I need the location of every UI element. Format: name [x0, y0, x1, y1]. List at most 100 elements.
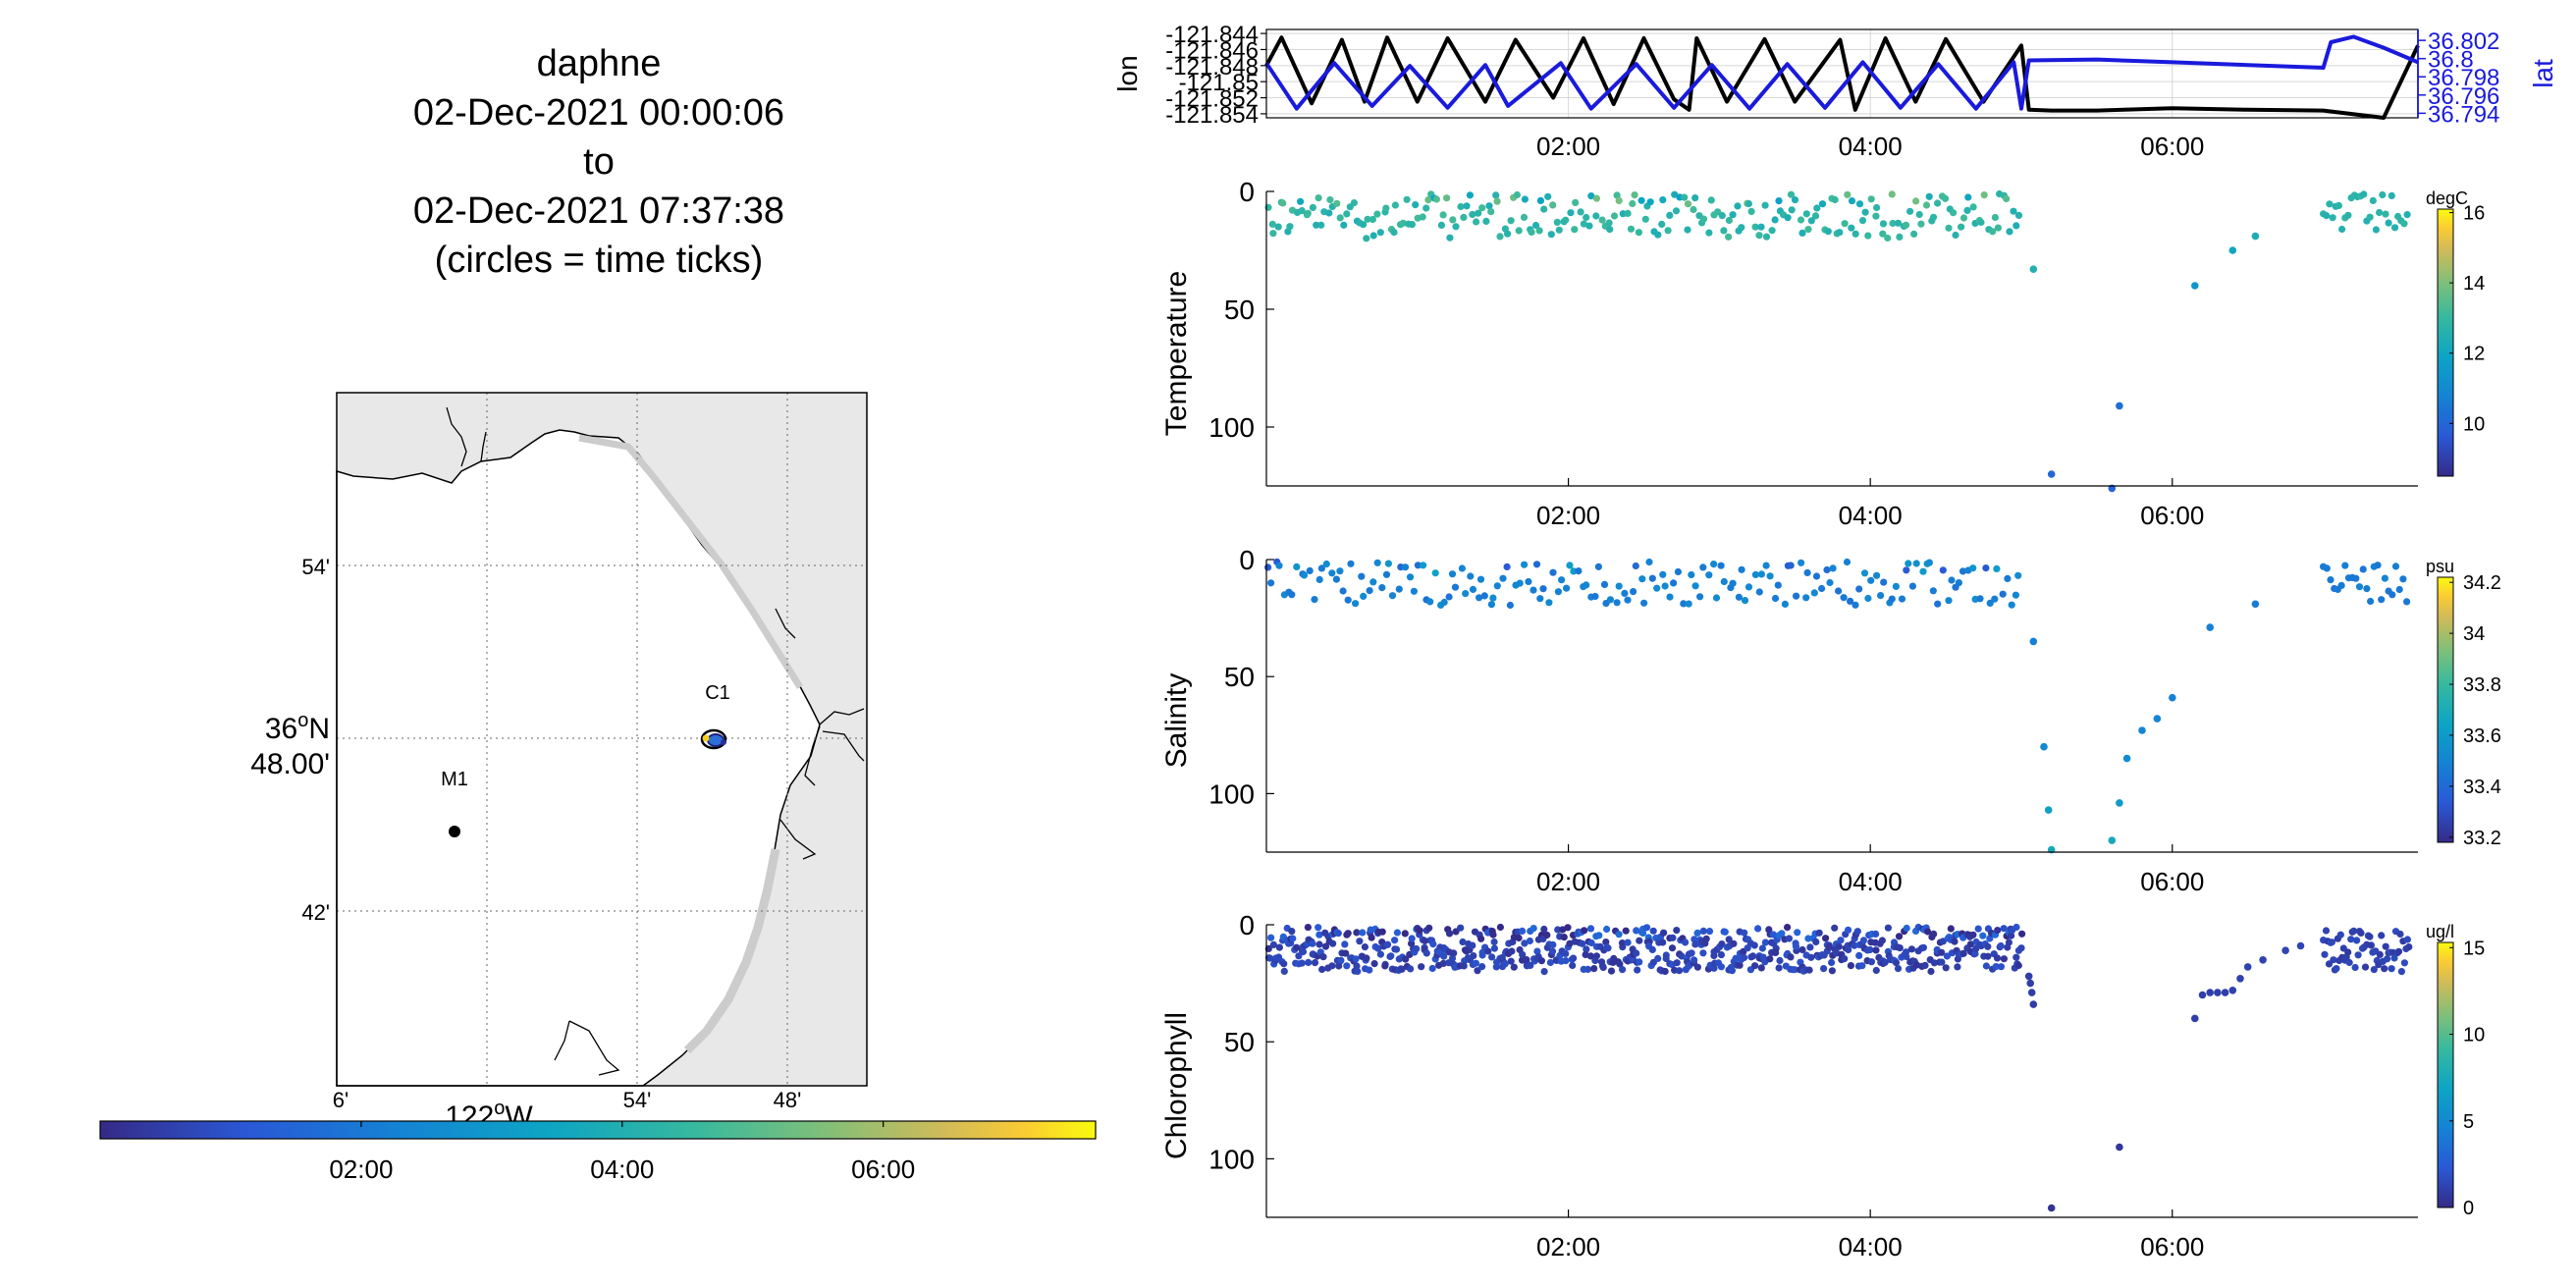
temperature-point	[1884, 234, 1892, 242]
chlorophyll-point	[1501, 960, 1509, 968]
chlorophyll-point	[1490, 938, 1498, 946]
chlorophyll-point	[1749, 952, 1757, 960]
temperature-point	[2385, 219, 2392, 227]
temperature-point	[2360, 190, 2368, 198]
salinity-point	[1712, 594, 1721, 602]
chlorophyll-point	[1907, 945, 1915, 953]
temperature-point	[1646, 198, 1654, 206]
chlorophyll-point	[1754, 925, 1762, 933]
temperature-point	[1761, 201, 1769, 209]
temperature-point	[1585, 222, 1593, 230]
chlorophyll-point	[1428, 964, 1436, 973]
temperature-point	[1848, 224, 1855, 232]
chlorophyll-point	[1776, 956, 1784, 965]
salinity-point	[1332, 575, 1340, 583]
temperature-point	[1449, 216, 1457, 224]
salinity-point	[1735, 593, 1743, 601]
chlorophyll-point	[1616, 960, 1624, 968]
salinity-point	[1445, 593, 1453, 601]
salinity-point	[1369, 578, 1377, 586]
chlorophyll-point	[1478, 951, 1486, 959]
chlorophyll-point	[1930, 959, 1938, 967]
salinity-point	[2122, 754, 2131, 763]
salinity-colorbar-tick-label: 33.8	[2463, 674, 2501, 696]
salinity-axis-label: Salinity	[1160, 673, 1193, 769]
chlorophyll-colorbar-tick-label: 0	[2463, 1198, 2474, 1219]
map-river-north	[446, 406, 487, 467]
salinity-point	[1648, 574, 1656, 582]
temperature-point	[1605, 219, 1613, 227]
track-time-tick	[721, 739, 726, 745]
chlorophyll-point	[1775, 964, 1783, 972]
salinity-point	[2044, 806, 2053, 814]
salinity-point	[1358, 572, 1366, 580]
temperature-point	[1298, 207, 1306, 215]
salinity-point	[1880, 578, 1888, 586]
salinity-point	[1729, 579, 1737, 587]
salinity-point	[1738, 565, 1745, 573]
vehicle-name: daphne	[536, 43, 662, 84]
temperature-point	[1654, 231, 1662, 239]
map-frame	[336, 392, 868, 1087]
chlorophyll-point	[1982, 962, 1990, 970]
chlorophyll-point	[2350, 927, 2358, 935]
lat-tick-label: 36.798	[2428, 65, 2499, 91]
salinity-point	[1516, 579, 1524, 587]
chlorophyll-point	[1966, 940, 1974, 948]
salinity-point	[1999, 590, 2007, 598]
chlorophyll-point	[1381, 962, 1389, 970]
chlorophyll-point	[1460, 962, 1468, 970]
chlorophyll-point	[1383, 940, 1392, 948]
salinity-colorbar-tick-label: 33.6	[2463, 725, 2501, 747]
temperature-point	[1507, 217, 1515, 225]
salinity-point	[1591, 592, 1599, 601]
temperature-axis-label: Temperature	[1160, 271, 1193, 436]
salinity-point	[1306, 566, 1314, 575]
chlorophyll-point	[1930, 930, 1938, 939]
chlorophyll-point	[1969, 931, 1977, 939]
salinity-point	[1300, 571, 1309, 579]
lon-lat-panel: -121.844-121.846-121.848-121.85-121.852-…	[1112, 22, 2558, 161]
chlorophyll-point	[2259, 956, 2267, 964]
chlorophyll-point	[1741, 929, 1748, 937]
temperature-point	[1841, 220, 1849, 228]
chlorophyll-point	[2351, 963, 2359, 972]
chlorophyll-point	[1586, 952, 1594, 960]
salinity-colorbar	[2437, 576, 2454, 843]
salinity-point	[1621, 589, 1629, 598]
chlorophyll-point	[1845, 945, 1852, 954]
chlorophyll-point	[1959, 949, 1967, 957]
chlorophyll-point	[1439, 959, 1447, 968]
temperature-point	[1707, 196, 1715, 204]
chlorophyll-point	[1690, 956, 1698, 964]
salinity-point	[1969, 564, 1977, 572]
salinity-point	[1489, 594, 1497, 602]
salinity-point	[1771, 594, 1780, 603]
temperature-point	[1888, 190, 1896, 198]
chlorophyll-point	[1693, 963, 1701, 971]
temperature-point	[1906, 207, 1914, 215]
map-lon-tick-54: 54'	[623, 1088, 652, 1112]
temperature-point	[1784, 214, 1792, 222]
chlorophyll-point	[1416, 927, 1423, 935]
chlorophyll-point	[1328, 962, 1336, 970]
temperature-point	[2403, 211, 2411, 219]
salinity-y-tick-label: 0	[1239, 545, 1255, 575]
temperature-point	[1478, 204, 1486, 212]
temperature-colorbar-tick-label: 14	[2463, 273, 2485, 295]
temperature-point	[1457, 202, 1465, 211]
temperature-point	[1922, 201, 1931, 209]
chlorophyll-point	[1318, 965, 1326, 974]
temperature-units-label: degC	[2426, 188, 2468, 208]
temperature-point	[1390, 229, 1398, 237]
temperature-point	[1528, 228, 1535, 237]
salinity-point	[1751, 570, 1759, 579]
salinity-point	[2367, 597, 2375, 606]
temperature-point	[1775, 197, 1783, 205]
chlorophyll-point	[1507, 957, 1515, 965]
chlorophyll-point	[1639, 929, 1647, 938]
temperature-point	[1864, 232, 1872, 240]
salinity-point	[1336, 567, 1344, 575]
chlorophyll-point	[1619, 966, 1627, 974]
chlorophyll-point	[1924, 928, 1932, 936]
